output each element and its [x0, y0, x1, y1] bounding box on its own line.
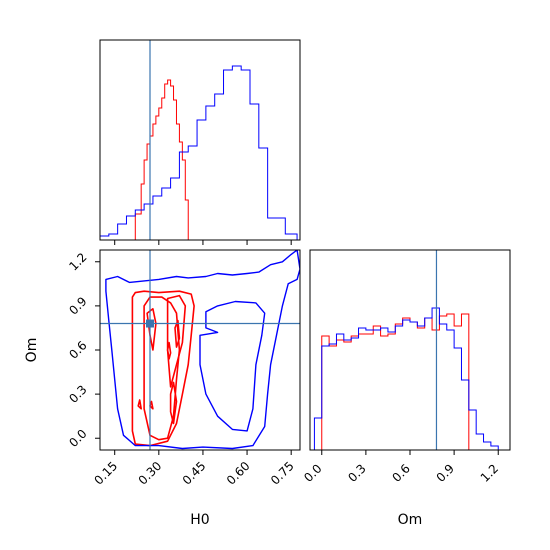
contour-10 [199, 300, 266, 432]
right-x-tick-label-3: 0.9 [434, 461, 457, 484]
contour-0 [131, 290, 195, 447]
om-hist-series-1 [313, 307, 499, 450]
2d-y-tick-label-0: 0.0 [66, 427, 89, 450]
om-histogram-panel: 0.0 0.3 0.6 0.9 1.2 [301, 249, 511, 485]
contour-1 [143, 296, 181, 441]
right-frame [309, 249, 511, 451]
2d-x-tick-label-4: 0.75 [268, 459, 297, 488]
contour-7 [137, 399, 142, 410]
h0-histogram-panel [99, 39, 301, 245]
y-axis-label-om: Om [24, 338, 40, 363]
h0-om-contour-panel: 0.15 0.30 0.45 0.60 0.75 0.0 0.3 0.6 0.9 1.2 [66, 249, 301, 488]
2d-x-tick-label-0: 0.15 [91, 459, 120, 488]
2d-y-tick-label-2: 0.6 [66, 338, 89, 361]
2d-y-tick-label-3: 0.9 [66, 294, 89, 317]
x-axis-label-om: Om [398, 512, 423, 528]
right-x-tick-label-1: 0.3 [345, 461, 368, 484]
right-x-tick-label-2: 0.6 [389, 461, 412, 484]
contour-3 [146, 308, 157, 351]
h0-hist-series-1 [100, 65, 298, 240]
om-hist-series-0 [321, 313, 470, 450]
2d-y-tick-label-1: 0.3 [66, 382, 89, 405]
contour-8 [149, 400, 154, 410]
contour-4 [169, 381, 178, 425]
2d-x-tick-label-1: 0.30 [136, 459, 165, 488]
2d-x-tick-label-2: 0.45 [180, 459, 209, 488]
truth-marker [146, 319, 154, 328]
contour-2 [166, 294, 187, 388]
contour-9 [105, 250, 300, 450]
h0-hist-series-0 [129, 79, 192, 240]
right-x-tick-label-4: 1.2 [478, 461, 501, 484]
right-x-tick-label-0: 0.0 [301, 461, 324, 484]
top-frame [99, 39, 301, 241]
x-axis-label-h0: H0 [190, 512, 209, 528]
contour-6 [166, 341, 172, 360]
2d-x-tick-label-3: 0.60 [224, 459, 253, 488]
2d-y-tick-label-4: 1.2 [66, 250, 89, 273]
